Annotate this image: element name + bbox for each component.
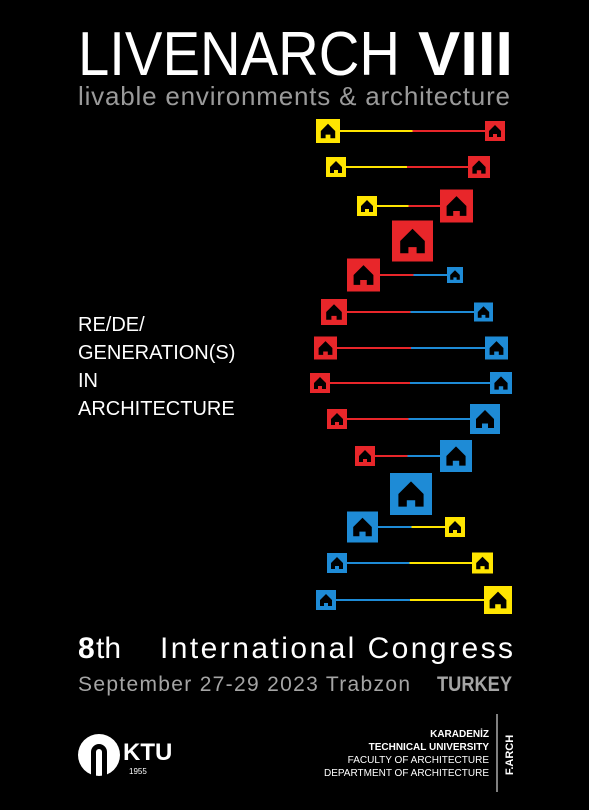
- affiliation-line: FACULTY OF ARCHITECTURE: [348, 755, 490, 766]
- icon-glyph: [494, 376, 508, 390]
- icon-glyph: [331, 413, 343, 425]
- icon-glyph: [320, 594, 332, 606]
- affiliation-short: F.ARCH: [504, 735, 516, 775]
- theme-line: ARCHITECTURE: [78, 398, 235, 420]
- icon-glyph: [449, 521, 461, 533]
- affiliation-line: TECHNICAL UNIVERSITY: [369, 742, 490, 753]
- theme-line: GENERATION(S): [78, 342, 235, 364]
- country: TURKEY: [437, 673, 512, 696]
- edition: VIII: [418, 20, 513, 89]
- ordinal-suffix: th: [96, 632, 121, 665]
- icon-glyph: [446, 446, 466, 466]
- icon-glyph: [489, 591, 507, 609]
- icon-glyph: [446, 196, 467, 216]
- ordinal-number: 8: [78, 632, 95, 665]
- subtitle: livable environments & architecture: [78, 81, 510, 111]
- icon-glyph: [320, 123, 336, 139]
- theme-line: IN: [78, 370, 98, 392]
- icon-glyph: [359, 450, 371, 462]
- icon-glyph: [398, 481, 424, 507]
- icon-glyph: [330, 161, 342, 173]
- icon-ladder: [310, 119, 512, 614]
- icon-glyph: [314, 377, 326, 389]
- ktu-logo: KTU 1955: [78, 734, 172, 776]
- logo-year: 1955: [129, 767, 147, 776]
- icon-glyph: [361, 200, 373, 212]
- affiliation-line: KARADENİZ: [430, 727, 489, 740]
- icon-glyph: [477, 306, 490, 318]
- theme-line: RE/DE/: [78, 314, 145, 336]
- icon-glyph: [450, 270, 460, 280]
- date-place: September 27-29 2023 Trabzon: [78, 673, 410, 696]
- logo-name: KTU: [123, 739, 172, 766]
- icon-glyph: [476, 410, 494, 428]
- title: LIVENARCH: [78, 20, 400, 89]
- icon-glyph: [489, 125, 501, 137]
- affiliation-line: DEPARTMENT OF ARCHITECTURE: [324, 768, 489, 779]
- icon-glyph: [331, 557, 343, 569]
- icon-glyph: [318, 341, 333, 355]
- icon-glyph: [489, 341, 504, 355]
- icon-glyph: [400, 228, 425, 254]
- congress-name: International Congress: [160, 632, 513, 665]
- icon-glyph: [353, 517, 372, 537]
- logo-mark: [91, 744, 107, 776]
- icon-glyph: [353, 265, 374, 285]
- logo-circle: [78, 734, 120, 776]
- icon-glyph: [472, 160, 486, 174]
- icon-glyph: [326, 304, 342, 320]
- icon-glyph: [476, 556, 489, 570]
